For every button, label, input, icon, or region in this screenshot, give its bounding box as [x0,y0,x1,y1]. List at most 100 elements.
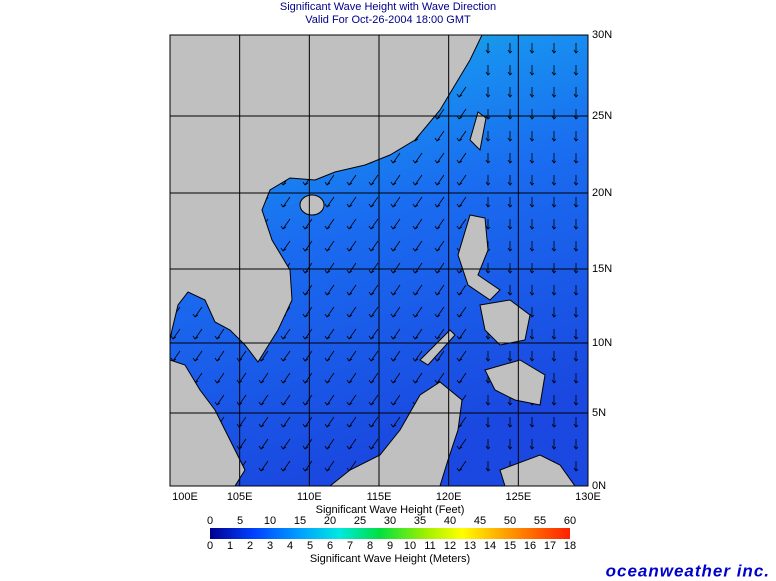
arrow-head [456,137,463,142]
arrow-head [551,225,557,230]
arrow-head [529,137,535,142]
colorbar-tick: 55 [534,515,546,527]
latitude-label: 20N [592,187,612,199]
arrow-head [412,291,419,296]
colorbar-tick: 4 [287,540,293,552]
colorbar-tick: 17 [544,540,556,552]
arrow [216,350,225,362]
arrow [260,460,269,472]
arrow-head [551,313,557,318]
arrow [436,108,445,120]
arrow [436,262,445,274]
arrow-head [456,291,463,296]
arrow [370,218,379,230]
arrow-head [485,49,491,54]
arrow [458,174,467,186]
arrow [282,350,291,362]
arrow-head [485,93,491,98]
arrow-head [551,93,557,98]
arrow-head [456,93,463,98]
arrow [392,196,401,208]
arrow-head [390,335,397,340]
arrow-head [573,357,579,362]
arrow [172,350,181,362]
arrow-head [456,467,463,472]
arrow-head [346,423,353,428]
colorbar-tick: 15 [294,515,306,527]
arrow-head [529,423,535,428]
arrow-head [551,159,557,164]
arrow-head [192,335,199,340]
arrow [260,416,269,428]
arrow-head [507,445,513,450]
arrow-head [324,181,331,186]
arrow [370,350,379,362]
arrow [458,460,467,472]
arrow-head [192,313,199,318]
arrow-head [302,247,309,252]
arrow [194,350,203,362]
arrow-head [214,357,221,362]
map-frame [169,34,589,487]
arrow [348,306,357,318]
arrow-head [280,335,287,340]
latitude-label: 25N [592,110,612,122]
arrow [326,196,335,208]
arrow-head [302,445,309,450]
arrow [436,152,445,164]
arrow [414,196,423,208]
arrow-head [258,401,265,406]
arrow [260,372,269,384]
arrow-head [214,401,221,406]
arrow-head [258,467,265,472]
arrow-head [551,115,557,120]
colorbar-tick: 0 [207,515,213,527]
arrow [348,350,357,362]
arrow-head [573,445,579,450]
arrow-head [214,335,221,340]
arrow-head [390,203,397,208]
colorbar-tick: 3 [267,540,273,552]
colorbar-tick: 18 [564,540,576,552]
arrow-head [551,445,557,450]
arrow [304,240,313,252]
feet-label: Significant Wave Height (Feet) [316,504,465,516]
arrow-head [434,225,441,230]
arrow [348,438,357,450]
arrow-head [573,203,579,208]
arrow-head [368,357,375,362]
arrow-head [412,357,419,362]
colorbar-tick: 0 [207,540,213,552]
arrow-head [507,181,513,186]
arrow-head [280,357,287,362]
arrow [392,262,401,274]
arrow-head [434,181,441,186]
arrow [282,372,291,384]
arrow-head [456,181,463,186]
arrow-head [346,313,353,318]
arrow [392,372,401,384]
arrow-head [485,379,491,384]
arrow-head [456,313,463,318]
arrow-head [412,181,419,186]
arrow [436,218,445,230]
arrow-head [573,401,579,406]
arrow [282,240,291,252]
arrow-head [573,467,579,472]
arrow [392,306,401,318]
arrow [304,460,313,472]
arrow-head [324,357,331,362]
arrow-head [280,247,287,252]
arrow-head [390,357,397,362]
colorbar-tick: 50 [504,515,516,527]
arrow-head [434,379,441,384]
arrow [326,240,335,252]
colorbar-tick: 12 [444,540,456,552]
arrow [436,350,445,362]
arrow-head [390,269,397,274]
arrow-head [507,49,513,54]
arrow-head [412,225,419,230]
arrow-head [324,445,331,450]
arrow-head [434,115,441,120]
arrow-head [529,225,535,230]
